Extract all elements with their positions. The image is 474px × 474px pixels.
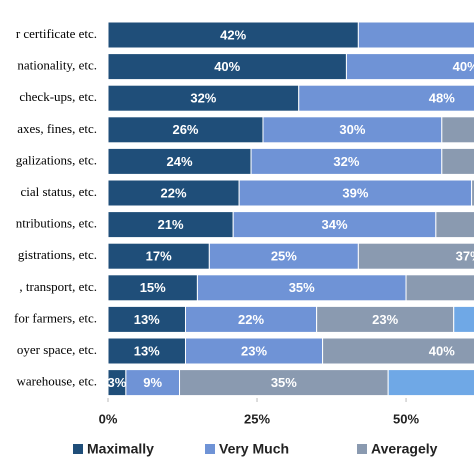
category-label: warehouse, etc. (17, 374, 98, 389)
value-label: 23% (372, 312, 398, 327)
value-label: 48% (429, 91, 455, 106)
bar-segment (387, 369, 474, 397)
bar-segment (125, 369, 181, 397)
value-label: 3% (108, 375, 127, 390)
value-label: 40% (214, 59, 240, 74)
bar-segment (250, 147, 443, 175)
value-label: 40% (429, 343, 455, 358)
bar-segment (357, 242, 474, 270)
category-label: galizations, etc. (16, 152, 97, 167)
bar-segment (357, 21, 474, 49)
value-label: 25% (271, 249, 297, 264)
value-label: 22% (161, 185, 187, 200)
value-label: 22% (238, 312, 264, 327)
category-label: , transport, etc. (19, 279, 97, 294)
x-tick-label: 0% (99, 411, 118, 426)
value-label: 13% (134, 343, 160, 358)
bar-segment (107, 53, 347, 81)
bar-segment (435, 211, 474, 239)
legend-swatch (73, 444, 83, 454)
category-label: axes, fines, etc. (17, 121, 97, 136)
bar-segment (107, 21, 359, 49)
value-label: 17% (146, 249, 172, 264)
bar-segment (107, 337, 186, 365)
value-label: 21% (158, 217, 184, 232)
value-label: 34% (321, 217, 347, 232)
legend-label: Averagely (371, 441, 438, 457)
legend-label: Maximally (87, 441, 154, 457)
bar-segment (179, 369, 389, 397)
value-label: 13% (134, 312, 160, 327)
category-label: nationality, etc. (17, 58, 97, 73)
value-label: 39% (342, 185, 368, 200)
legend-swatch (357, 444, 367, 454)
value-label: 35% (289, 280, 315, 295)
bar-segment (107, 242, 210, 270)
x-tick-label: 25% (244, 411, 270, 426)
bar-segment (322, 337, 474, 365)
category-label: oyer space, etc. (17, 342, 97, 357)
bar-segment (107, 211, 234, 239)
bar-segment (405, 274, 474, 302)
x-tick-label: 50% (393, 411, 419, 426)
value-label: 37% (456, 249, 474, 264)
bar-segment (298, 84, 474, 112)
bar-segment (107, 84, 300, 112)
value-label: 26% (172, 122, 198, 137)
bar-segment (232, 211, 437, 239)
category-label: ntributions, etc. (16, 216, 97, 231)
legend-swatch (205, 444, 215, 454)
value-label: 30% (339, 122, 365, 137)
value-label: 24% (167, 154, 193, 169)
value-label: 15% (140, 280, 166, 295)
bar-segment (184, 337, 324, 365)
bar-segment (316, 305, 455, 333)
value-label: 32% (190, 91, 216, 106)
bar-segment (471, 179, 474, 207)
value-label: 32% (333, 154, 359, 169)
category-label: for farmers, etc. (14, 310, 97, 325)
bar-segment (238, 179, 473, 207)
bar-segment (107, 179, 240, 207)
bar-segment (453, 305, 474, 333)
value-label: 35% (271, 375, 297, 390)
legend-label: Very Much (219, 441, 289, 457)
category-label: r certificate etc. (16, 26, 97, 41)
bar-segment (184, 305, 318, 333)
bar-segment (107, 147, 252, 175)
value-label: 23% (241, 343, 267, 358)
category-label: check-ups, etc. (19, 89, 97, 104)
value-label: 9% (143, 375, 162, 390)
bar-segment (107, 305, 186, 333)
value-label: 40% (453, 59, 474, 74)
value-label: 42% (220, 27, 246, 42)
bar-segment (441, 147, 474, 175)
category-label: gistrations, etc. (18, 247, 97, 262)
bar-segment (345, 53, 474, 81)
bar-segment (441, 116, 474, 144)
category-label: cial status, etc. (20, 184, 97, 199)
